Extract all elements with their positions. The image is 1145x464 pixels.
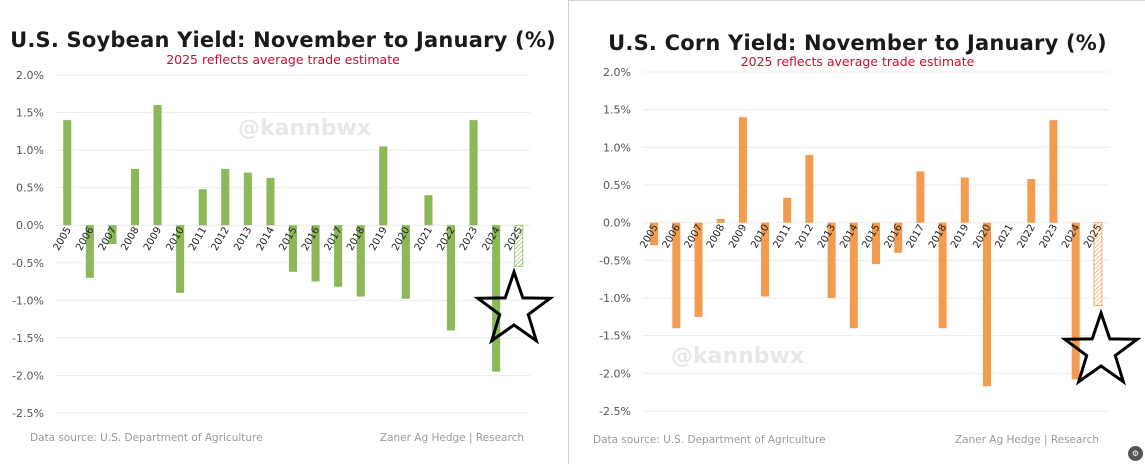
x-tick-label: 2011 xyxy=(187,225,209,253)
credit-note: Zaner Ag Hedge | Research xyxy=(379,432,524,444)
x-tick-label: 2005 xyxy=(52,225,74,253)
bar xyxy=(650,222,659,246)
bar xyxy=(716,218,725,223)
bar xyxy=(938,222,947,329)
y-tick-label: -2.5% xyxy=(599,405,631,418)
corn-chart-panel: U.S. Corn Yield: November to January (%)… xyxy=(568,0,1145,464)
bar xyxy=(805,154,814,223)
x-tick-label: 2014 xyxy=(255,225,277,253)
x-tick-label: 2022 xyxy=(1016,223,1038,251)
bar xyxy=(1071,222,1080,380)
bar xyxy=(827,222,836,298)
star-annotation-icon xyxy=(1060,308,1142,386)
data-source-note: Data source: U.S. Department of Agricult… xyxy=(593,434,826,446)
bar xyxy=(334,225,343,287)
bar xyxy=(243,172,252,226)
bar xyxy=(379,146,388,226)
bar xyxy=(198,189,207,226)
y-tick-label: 1.5% xyxy=(16,107,44,120)
soybean-bar-chart: 2.0% 1.5% 1.0% 0.5% 0.0% -0.5% -1.0% -1.5% -2.0%… xyxy=(12,69,555,420)
x-tick-label: 2012 xyxy=(210,225,232,253)
watermark: @kannbwx xyxy=(238,116,372,141)
x-tick-label: 2021 xyxy=(413,225,435,253)
bar xyxy=(311,225,320,282)
x-tick-label: 2023 xyxy=(458,225,480,253)
bar xyxy=(153,105,162,226)
y-tick-label: -1.0% xyxy=(599,292,631,305)
y-tick-label: 2.0% xyxy=(16,69,44,82)
chart-subtitle: 2025 reflects average trade estimate xyxy=(166,52,400,67)
x-tick-label: 2013 xyxy=(232,225,254,253)
x-tick-label: 2011 xyxy=(772,223,794,251)
star-annotation-icon xyxy=(473,267,555,345)
y-tick-label: 2.0% xyxy=(603,66,631,79)
y-tick-label: -2.5% xyxy=(12,407,44,420)
y-tick-label: -2.0% xyxy=(12,369,44,382)
bar xyxy=(983,222,991,387)
x-tick-label: 2009 xyxy=(727,223,749,251)
bar xyxy=(401,225,410,299)
bar xyxy=(738,117,747,223)
bar xyxy=(446,225,455,331)
bar xyxy=(672,222,681,329)
chart-title: U.S. Corn Yield: November to January (%) xyxy=(608,31,1107,55)
bar xyxy=(916,171,925,223)
bar xyxy=(469,120,478,226)
bar xyxy=(894,222,903,253)
x-tick-label: 2019 xyxy=(949,223,971,251)
settings-icon[interactable]: ⚙ xyxy=(1128,446,1143,461)
bar xyxy=(176,225,185,293)
bar xyxy=(1049,120,1058,223)
bar xyxy=(221,168,230,226)
y-tick-label: 1.5% xyxy=(603,104,631,117)
bar xyxy=(288,225,297,272)
x-tick-label: 2019 xyxy=(368,225,390,253)
y-tick-label: 1.0% xyxy=(603,141,631,154)
y-tick-label: -2.0% xyxy=(599,367,631,380)
corn-bar-chart: 2.0% 1.5% 1.0% 0.5% 0.0% -0.5% -1.0% -1.5% -2.0%… xyxy=(599,66,1142,418)
bar xyxy=(872,222,880,265)
bar xyxy=(130,168,139,226)
bar xyxy=(266,177,275,226)
y-tick-label: -1.5% xyxy=(12,332,44,345)
y-tick-label: 1.0% xyxy=(16,144,44,157)
x-tick-label: 2021 xyxy=(993,223,1015,251)
bar xyxy=(85,225,94,278)
x-tick-label: 2008 xyxy=(705,223,727,251)
bar xyxy=(356,225,365,297)
chart-subtitle: 2025 reflects average trade estimate xyxy=(740,54,975,69)
y-tick-label: -1.5% xyxy=(599,330,631,343)
y-tick-label: 0.5% xyxy=(16,182,44,195)
bar-estimate xyxy=(1093,222,1103,306)
bar xyxy=(960,177,969,223)
y-tick-label: 0.5% xyxy=(603,179,631,192)
data-source-note: Data source: U.S. Department of Agricult… xyxy=(30,432,263,444)
bar xyxy=(694,222,703,317)
x-tick-label: 2023 xyxy=(1038,223,1060,251)
credit-note: Zaner Ag Hedge | Research xyxy=(954,434,1099,446)
bar xyxy=(783,197,792,223)
chart-title: U.S. Soybean Yield: November to January … xyxy=(10,28,556,52)
x-tick-label: 2017 xyxy=(905,223,927,251)
y-tick-label: 0.0% xyxy=(603,217,631,230)
bar xyxy=(849,222,858,329)
y-tick-label: -0.5% xyxy=(12,257,44,270)
bar xyxy=(108,225,117,244)
bar xyxy=(1027,179,1036,223)
x-tick-label: 2009 xyxy=(142,225,164,253)
y-tick-label: -0.5% xyxy=(599,254,631,267)
bar xyxy=(63,120,72,226)
soybean-chart-panel: U.S. Soybean Yield: November to January … xyxy=(0,0,566,463)
x-tick-label: 2008 xyxy=(119,225,141,253)
bar xyxy=(761,222,770,297)
x-tick-label: 2012 xyxy=(794,223,816,251)
y-tick-label: 0.0% xyxy=(16,219,44,232)
watermark: @kannbwx xyxy=(671,344,805,369)
bar-estimate xyxy=(514,224,524,267)
bar xyxy=(424,195,433,226)
y-tick-label: -1.0% xyxy=(12,294,44,307)
